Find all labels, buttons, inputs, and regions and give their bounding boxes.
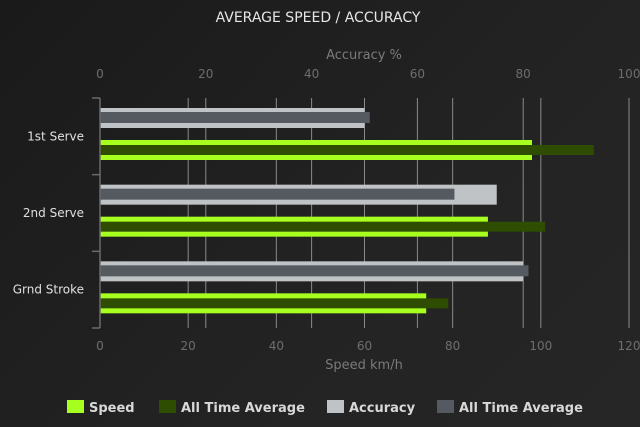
top-tick-label: 80 [516, 67, 531, 81]
category-label: 1st Serve [27, 129, 84, 143]
legend-swatch [437, 400, 454, 413]
bar-accuracy-all-time-average [100, 112, 370, 123]
top-axis-label: Accuracy % [326, 48, 402, 63]
top-tick-label: 0 [96, 67, 104, 81]
legend-swatch [159, 400, 176, 413]
top-tick-label: 60 [410, 67, 425, 81]
legend-label: All Time Average [181, 401, 305, 416]
legend-label: All Time Average [459, 401, 583, 416]
top-tick-label: 40 [304, 67, 319, 81]
bottom-tick-label: 80 [445, 339, 460, 353]
bottom-tick-label: 120 [618, 339, 640, 353]
legend-swatch [327, 400, 344, 413]
category-label: Grnd Stroke [13, 283, 84, 297]
top-tick-label: 100 [618, 67, 640, 81]
chart-title: AVERAGE SPEED / ACCURACY [216, 10, 421, 26]
bar-speed-all-time-average [100, 145, 594, 155]
bottom-tick-label: 100 [529, 339, 552, 353]
legend-label: Speed [89, 401, 135, 416]
bar-accuracy-all-time-average [100, 188, 455, 200]
bar-speed-all-time-average [100, 221, 546, 232]
category-label: 2nd Serve [23, 206, 84, 220]
bar-speed-all-time-average [100, 298, 449, 309]
bottom-axis-label: Speed km/h [325, 358, 403, 373]
bar-accuracy-all-time-average [100, 265, 529, 277]
bottom-tick-label: 0 [96, 339, 104, 353]
bottom-tick-label: 40 [269, 339, 284, 353]
bottom-tick-label: 20 [181, 339, 196, 353]
legend-label: Accuracy [349, 401, 416, 416]
bottom-tick-label: 60 [357, 339, 372, 353]
top-tick-label: 20 [198, 67, 213, 81]
legend-swatch [67, 400, 84, 413]
